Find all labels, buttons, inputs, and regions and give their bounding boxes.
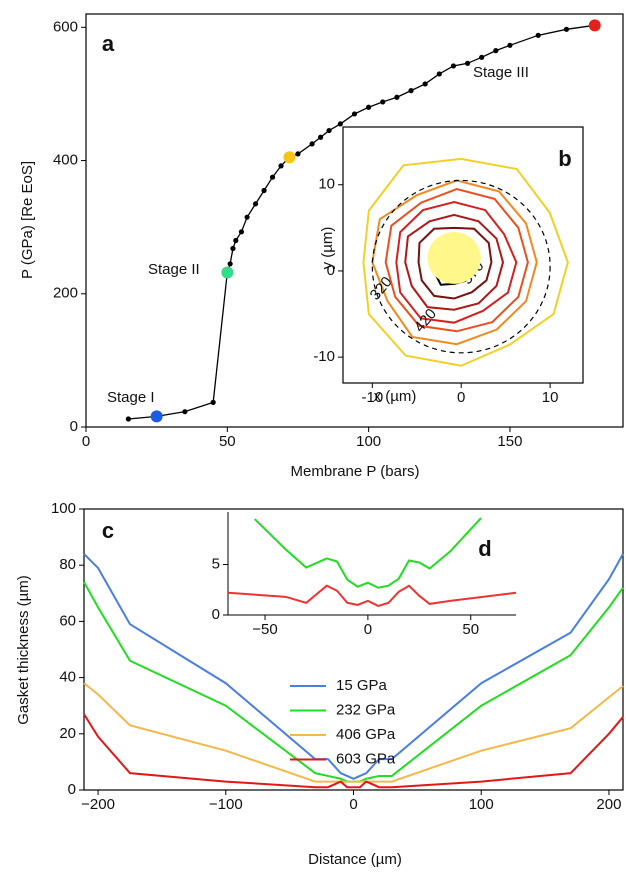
- series-line: [83, 553, 624, 780]
- contour-line: [404, 213, 505, 311]
- data-point: [150, 410, 163, 423]
- panel-label: b: [558, 146, 571, 171]
- data-point: [493, 48, 499, 54]
- x-tick-label: 50: [462, 621, 479, 638]
- data-point: [238, 229, 245, 235]
- data-point: [233, 237, 239, 244]
- axes-frame: [342, 126, 584, 384]
- x-axis-label: Distance (µm): [308, 851, 402, 868]
- annotation: Stage I: [107, 389, 155, 406]
- series-line: [83, 682, 624, 783]
- contour-line: [417, 226, 493, 300]
- x-tick-label: −50: [252, 621, 277, 638]
- data-point: [450, 63, 457, 69]
- y-tick-label: 400: [53, 152, 78, 169]
- data-point: [326, 127, 332, 134]
- data-point: [182, 409, 188, 415]
- x-tick-label: -10: [361, 389, 383, 406]
- data-point: [295, 151, 301, 157]
- y-tick-label: 200: [53, 285, 78, 302]
- data-point: [252, 201, 259, 207]
- x-axis-label: Membrane P (bars): [291, 463, 420, 480]
- y-tick-label: 0: [327, 262, 335, 279]
- x-tick-label: 100: [356, 433, 381, 450]
- panel-label: d: [478, 536, 491, 561]
- y-tick-label: 100: [51, 500, 76, 517]
- annotation: Stage II: [148, 261, 200, 278]
- data-point: [422, 81, 428, 87]
- y-tick-label: 20: [59, 725, 76, 742]
- y-tick-label: 5: [212, 555, 220, 572]
- y-tick-label: 600: [53, 18, 78, 35]
- data-point: [244, 214, 250, 220]
- y-axis-label: Gasket thickness (µm): [15, 575, 32, 725]
- x-tick-label: 50: [219, 433, 236, 450]
- y-tick-label: 40: [59, 669, 76, 686]
- y-tick-label: 0: [212, 606, 220, 623]
- data-point: [366, 104, 372, 110]
- data-point: [337, 121, 343, 127]
- x-tick-label: 10: [542, 389, 559, 406]
- y-axis-label: P (GPa) [Re EoS]: [19, 161, 36, 279]
- data-point: [309, 141, 315, 147]
- x-tick-label: 0: [364, 621, 372, 638]
- data-point: [464, 60, 471, 66]
- data-point: [563, 26, 570, 32]
- x-tick-label: 200: [596, 796, 621, 813]
- data-point: [210, 399, 216, 405]
- y-axis-label: y (µm): [319, 227, 336, 270]
- legend-label: 232 GPa: [336, 701, 396, 718]
- reference-circle: [371, 179, 551, 354]
- x-tick-label: 150: [497, 433, 522, 450]
- contour-line: [384, 188, 529, 333]
- series-line: [227, 584, 517, 607]
- data-point: [394, 94, 400, 100]
- contour-line: [362, 157, 569, 367]
- y-tick-label: -10: [313, 348, 335, 365]
- panel-label: c: [102, 518, 114, 543]
- data-point: [436, 71, 442, 77]
- data-point: [221, 266, 234, 279]
- x-tick-label: 0: [457, 389, 465, 406]
- data-point: [507, 42, 513, 48]
- x-tick-label: 0: [349, 796, 357, 813]
- data-point: [535, 32, 541, 38]
- x-axis-label: x (µm): [374, 388, 417, 405]
- annotation: Stage III: [473, 64, 529, 81]
- data-point: [278, 163, 284, 169]
- x-tick-label: 0: [82, 433, 90, 450]
- data-point: [125, 416, 131, 422]
- x-tick-label: −200: [81, 796, 115, 813]
- data-point: [230, 245, 236, 252]
- x-tick-label: 100: [469, 796, 494, 813]
- y-tick-label: 80: [59, 556, 76, 573]
- legend-label: 406 GPa: [336, 726, 396, 743]
- panel-label: a: [102, 31, 115, 56]
- data-point: [269, 174, 276, 180]
- data-point: [317, 134, 324, 140]
- axes-frame: [85, 13, 624, 428]
- data-point: [408, 88, 414, 94]
- data-point: [261, 187, 267, 194]
- legend-label: 15 GPa: [336, 677, 388, 694]
- y-tick-label: 0: [70, 418, 78, 435]
- laser-spot: [427, 232, 481, 284]
- data-point: [479, 54, 485, 60]
- contour-line: [395, 200, 518, 324]
- data-point: [588, 19, 601, 32]
- data-point: [227, 261, 233, 267]
- series-line: [83, 713, 624, 789]
- y-tick-label: 0: [68, 781, 76, 798]
- data-point: [283, 151, 296, 164]
- data-point: [351, 111, 358, 117]
- legend-label: 603 GPa: [336, 750, 396, 767]
- y-tick-label: 10: [318, 176, 335, 193]
- x-tick-label: −100: [209, 796, 243, 813]
- y-tick-label: 60: [59, 612, 76, 629]
- series-line: [254, 517, 482, 589]
- data-point: [380, 99, 386, 105]
